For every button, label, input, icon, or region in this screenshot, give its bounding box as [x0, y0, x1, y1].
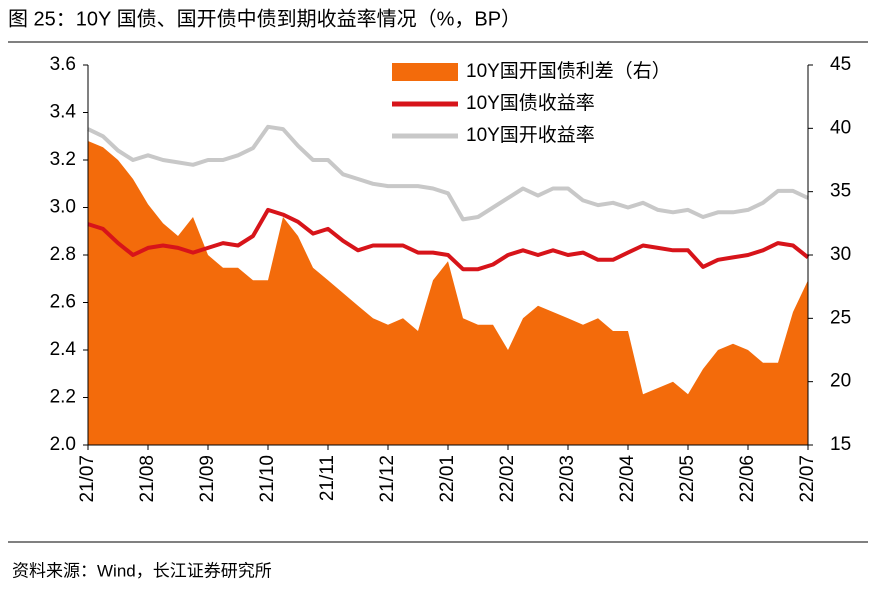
y-tick-label: 2.4	[50, 339, 77, 360]
legend-label: 10Y国开国债利差（右）	[466, 60, 671, 82]
y-tick-label: 3.4	[50, 102, 77, 123]
y2-tick-label: 20	[830, 371, 851, 392]
legend-label: 10Y国开收益率	[466, 124, 595, 146]
yield-line	[87, 207, 810, 272]
x-tick-label: 21/07	[77, 455, 98, 503]
y2-tick-label: 30	[830, 244, 851, 265]
source: 资料来源：Wind，长江证券研究所	[12, 561, 272, 580]
x-tick-label: 22/01	[437, 455, 458, 503]
legend-label: 10Y国债收益率	[466, 92, 595, 114]
x-tick-label: 21/10	[257, 455, 278, 503]
y2-tick-label: 40	[830, 117, 851, 138]
x-tick-label: 22/07	[797, 455, 818, 503]
y2-tick-label: 25	[830, 307, 851, 328]
y-tick-label: 3.0	[50, 197, 76, 218]
x-tick-label: 21/09	[197, 455, 218, 503]
x-tick-label: 21/08	[137, 455, 158, 503]
yield-line	[87, 124, 809, 222]
x-tick-label: 22/03	[557, 455, 578, 503]
x-tick-label: 22/04	[617, 455, 638, 503]
y2-tick-label: 35	[830, 181, 851, 202]
x-tick-label: 22/06	[737, 455, 758, 503]
x-tick-label: 22/05	[677, 455, 698, 503]
y-tick-label: 2.2	[50, 387, 76, 408]
y2-tick-label: 45	[830, 54, 851, 75]
y-tick-label: 3.6	[50, 54, 76, 75]
spread-area	[88, 141, 808, 445]
chart-title: 图 25：10Y 国债、国开债中债到期收益率情况（%，BP）	[8, 7, 521, 30]
x-tick-label: 21/12	[377, 455, 398, 503]
legend-swatch	[392, 63, 458, 81]
y-tick-label: 2.6	[50, 292, 76, 313]
y-tick-label: 2.8	[50, 244, 76, 265]
y-tick-label: 3.2	[50, 149, 76, 170]
x-tick-label: 21/11	[317, 455, 338, 501]
y2-tick-label: 15	[830, 434, 851, 455]
y-tick-label: 2.0	[50, 434, 76, 455]
x-tick-label: 22/02	[497, 455, 518, 503]
